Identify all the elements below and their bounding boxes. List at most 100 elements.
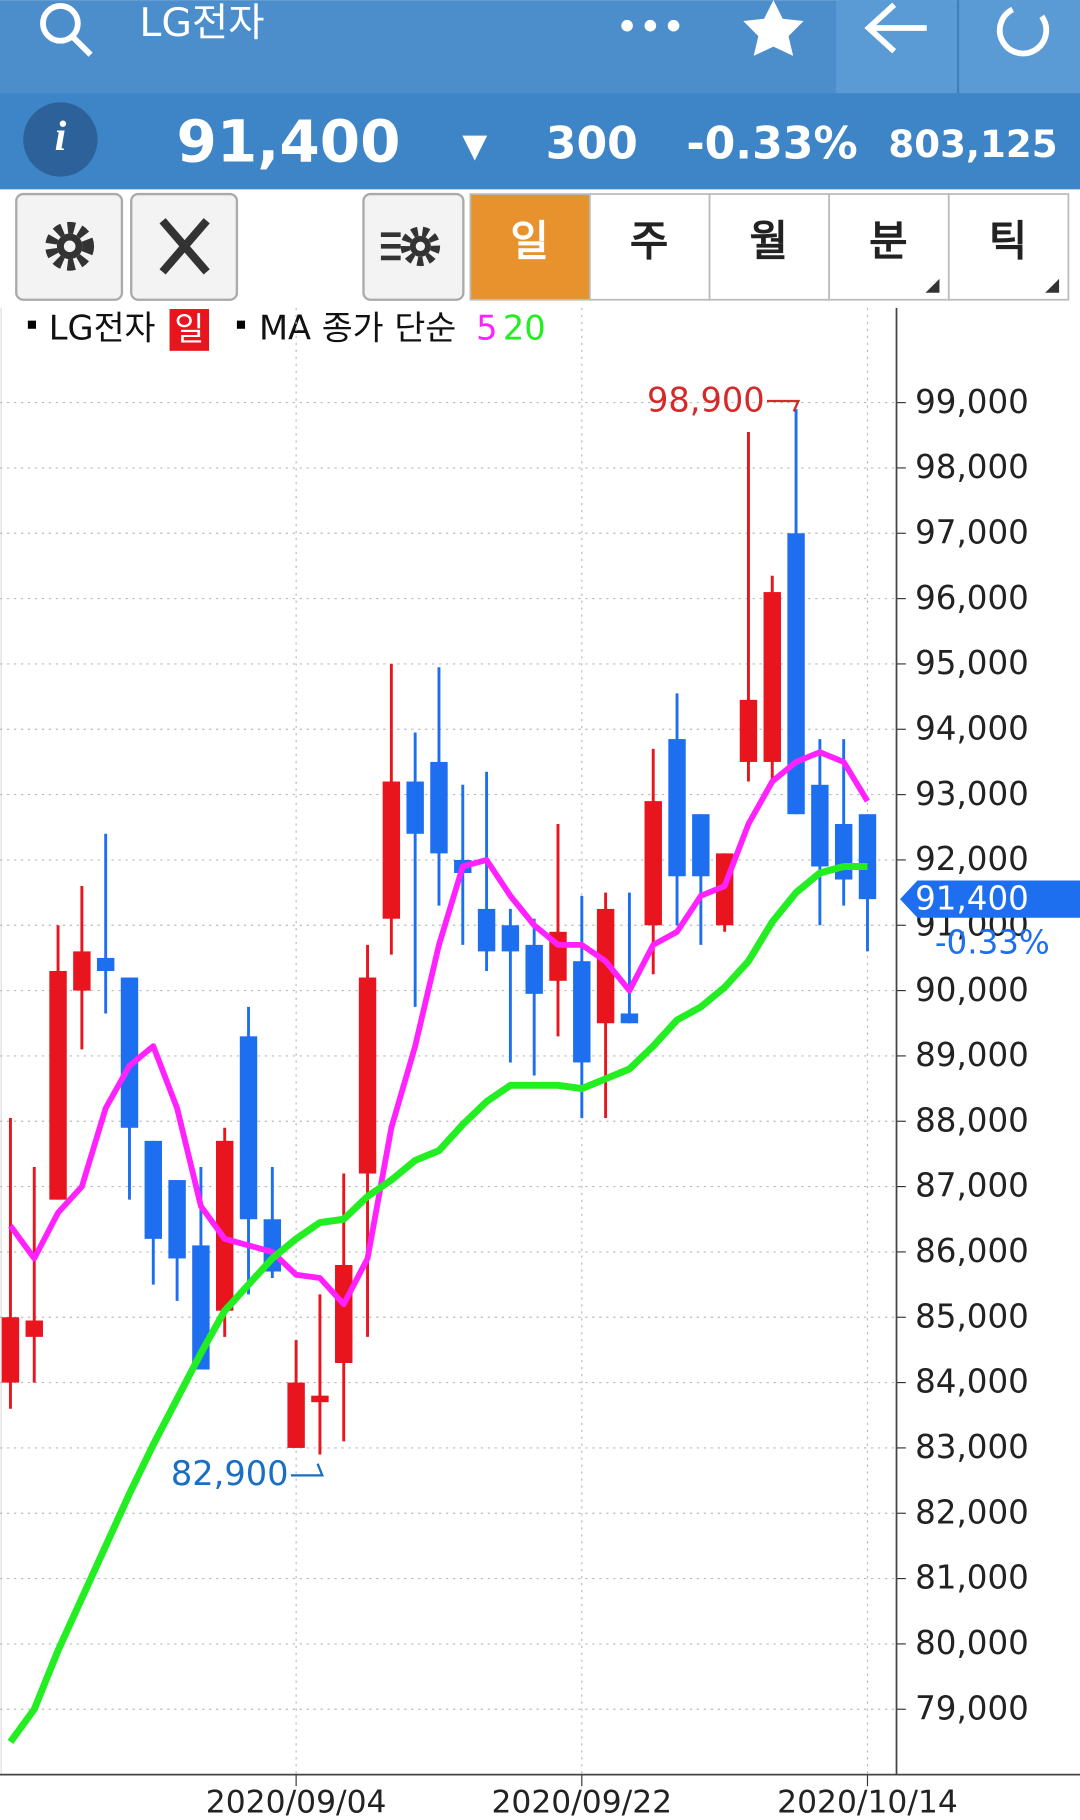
max-arrow — [767, 399, 801, 412]
y-tick-label: 85,000 — [915, 1297, 1029, 1335]
candle-body — [477, 908, 496, 952]
candle-body — [49, 970, 67, 1200]
change: 300 — [546, 118, 638, 169]
y-tick-label: 82,000 — [915, 1493, 1029, 1531]
x-tick-label: 2020/09/04 — [206, 1785, 387, 1820]
legend-name: LG전자 — [49, 308, 156, 347]
candle-body — [311, 1395, 329, 1403]
tab-label: 월 — [750, 217, 788, 266]
settings-button[interactable] — [15, 192, 124, 301]
tab-label: 틱 — [989, 217, 1027, 266]
min-label: 82,900 — [171, 1454, 289, 1493]
candle-body — [501, 925, 520, 952]
favorite-icon[interactable] — [743, 0, 804, 56]
ma-line — [7, 862, 868, 1744]
y-tick-label: 81,000 — [915, 1559, 1029, 1597]
max-label: 98,900 — [647, 381, 765, 420]
legend-ma: MA 종가 단순 — [259, 308, 456, 347]
candle-body — [335, 1264, 353, 1363]
search-icon[interactable] — [40, 3, 93, 57]
legend-period-bg — [169, 309, 210, 351]
candle-body — [287, 1382, 305, 1448]
tab-label: 분 — [869, 217, 907, 266]
y-tick-label: 89,000 — [915, 1036, 1029, 1074]
tab[interactable] — [469, 193, 591, 301]
candle-body — [811, 784, 829, 867]
candle-body — [692, 814, 710, 877]
y-tick-label: 90,000 — [915, 971, 1029, 1009]
tab[interactable] — [828, 193, 950, 301]
legend-series: 5 — [476, 308, 497, 347]
tab[interactable] — [589, 193, 711, 301]
candle-body — [144, 1140, 162, 1239]
candle-body — [668, 739, 686, 877]
y-tick-label: 95,000 — [915, 644, 1029, 682]
y-tick-label: 88,000 — [915, 1101, 1029, 1139]
tab[interactable] — [708, 193, 831, 301]
y-tick-label: 84,000 — [915, 1363, 1029, 1401]
price-tag-label: 91,400 — [915, 879, 1029, 917]
legend-period: 일 — [174, 310, 204, 348]
candle-body — [120, 977, 139, 1128]
y-tick-label: 99,000 — [915, 383, 1029, 421]
candle-body — [739, 699, 758, 762]
y-tick-label: 87,000 — [915, 1167, 1029, 1205]
candle-body — [96, 957, 115, 971]
volume: 803,125 — [888, 123, 1057, 166]
change-arrow: ▼ — [462, 127, 487, 165]
info-button[interactable] — [23, 102, 98, 177]
min-arrow — [290, 1463, 324, 1477]
quote-bar — [0, 93, 1080, 190]
refresh-icon[interactable] — [996, 6, 1050, 57]
y-tick-label: 92,000 — [915, 840, 1029, 878]
candle-body — [406, 781, 424, 834]
candle-body — [763, 592, 781, 762]
y-tick-label: 83,000 — [915, 1428, 1029, 1466]
y-tick-label: 96,000 — [915, 579, 1029, 617]
price-tag-change: -0.33% — [935, 923, 1050, 961]
candle-body — [644, 801, 662, 926]
candle-body — [73, 951, 91, 991]
y-tick-label: 94,000 — [915, 709, 1029, 747]
x-tick-label: 2020/10/14 — [777, 1785, 958, 1820]
legend-series: 20 — [503, 308, 546, 347]
y-tick-label: 93,000 — [915, 775, 1029, 813]
candle-body — [382, 781, 401, 919]
price-tag — [900, 880, 1080, 918]
y-tick-label: 80,000 — [915, 1624, 1029, 1662]
y-tick-label: 79,000 — [915, 1689, 1029, 1727]
y-tick-label: 97,000 — [915, 513, 1029, 551]
tab[interactable] — [947, 193, 1070, 301]
y-tick-label: 86,000 — [915, 1232, 1029, 1270]
indicator-button[interactable] — [362, 192, 465, 301]
tools-button[interactable] — [130, 192, 239, 301]
x-tick-label: 2020/09/22 — [491, 1785, 672, 1820]
candle-body — [573, 961, 591, 1063]
candle-body — [858, 814, 877, 900]
price: 91,400 — [177, 107, 401, 175]
ma-line — [8, 749, 870, 1308]
candle-body — [596, 908, 615, 1024]
candle-body — [25, 1320, 43, 1337]
change-pct: -0.33% — [686, 118, 857, 169]
legend-marker — [27, 320, 36, 329]
info-icon: i — [55, 114, 67, 160]
candle-body — [525, 944, 543, 994]
tab-label: 일 — [510, 217, 548, 266]
candle-body — [620, 1013, 639, 1024]
candle-body — [168, 1180, 186, 1259]
y-tick-label: 98,000 — [915, 448, 1029, 486]
candle-body — [216, 1140, 234, 1311]
legend-marker — [236, 320, 246, 329]
more-icon[interactable] — [621, 19, 680, 32]
candle-body — [430, 761, 448, 854]
candle-body — [787, 533, 805, 815]
back-icon[interactable] — [864, 2, 927, 54]
app-title: LG전자 — [139, 0, 264, 46]
candle-body — [358, 977, 377, 1174]
candle-body — [1, 1317, 20, 1383]
candle-body — [239, 1036, 258, 1220]
tab-label: 주 — [630, 217, 668, 266]
